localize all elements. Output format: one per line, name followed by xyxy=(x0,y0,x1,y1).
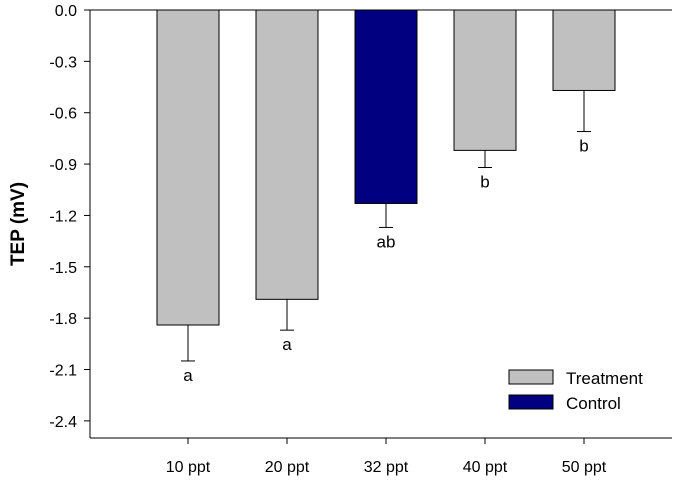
legend-swatch xyxy=(508,369,554,385)
y-axis-title: TEP (mV) xyxy=(8,182,29,266)
x-tick-label: 50 ppt xyxy=(562,459,607,476)
legend-swatch xyxy=(508,394,554,410)
x-tick-label: 40 ppt xyxy=(463,459,508,476)
bar-50-ppt xyxy=(552,9,616,91)
y-tick-label: -0.3 xyxy=(49,54,77,71)
y-tick-label: -2.4 xyxy=(49,414,77,431)
y-tick-label: -2.1 xyxy=(49,363,77,380)
significance-label: b xyxy=(480,173,489,192)
significance-labels: a a ab b b xyxy=(183,137,588,385)
y-tick-label: -0.6 xyxy=(49,106,77,123)
x-tick-label: 20 ppt xyxy=(265,459,310,476)
x-axis-tick-labels: 10 ppt 20 ppt 32 ppt 40 ppt 50 ppt xyxy=(166,438,607,476)
bar-32-ppt xyxy=(354,9,418,204)
significance-label: b xyxy=(579,137,588,156)
legend: Treatment Control xyxy=(508,369,643,413)
significance-label: a xyxy=(183,366,193,385)
x-tick-label: 32 ppt xyxy=(364,459,409,476)
bars xyxy=(156,9,616,326)
legend-label: Control xyxy=(566,394,621,413)
bar-40-ppt xyxy=(453,9,517,151)
error-bars xyxy=(181,90,591,362)
significance-label: ab xyxy=(377,232,396,251)
y-tick-label: -0.9 xyxy=(49,157,77,174)
y-tick-label: -1.8 xyxy=(49,311,77,328)
bar-20-ppt xyxy=(255,9,319,300)
legend-label: Treatment xyxy=(566,369,643,388)
x-tick-label: 10 ppt xyxy=(166,459,211,476)
y-tick-label: -1.2 xyxy=(49,208,77,225)
significance-label: a xyxy=(282,335,292,354)
y-tick-label: -1.5 xyxy=(49,260,77,277)
bar-10-ppt xyxy=(156,9,220,326)
y-tick-label: 0.0 xyxy=(55,3,77,20)
